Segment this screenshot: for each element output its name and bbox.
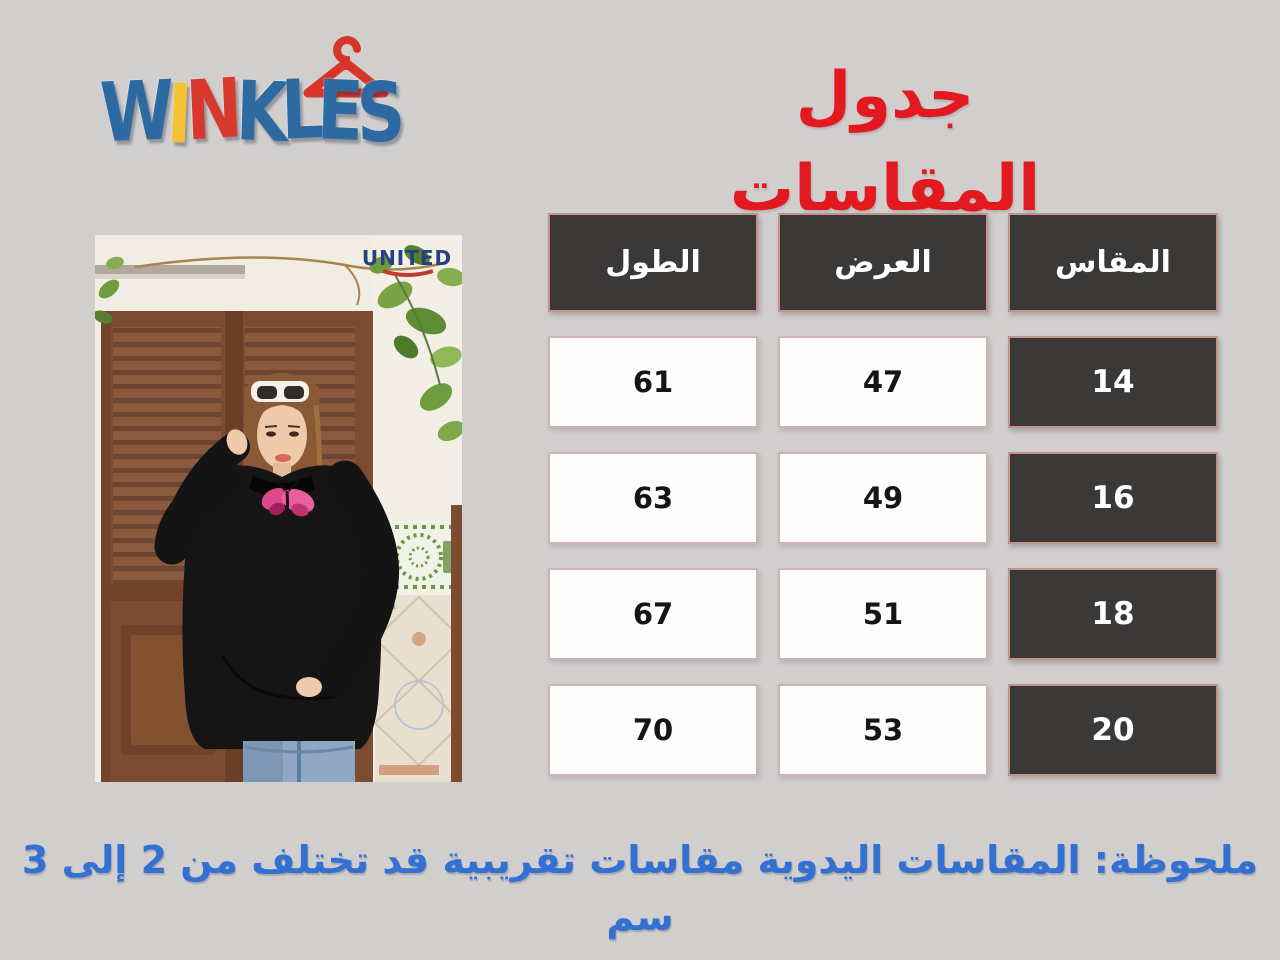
width-cell: 51 [778, 568, 988, 660]
butterfly-print [261, 480, 315, 517]
length-cell: 61 [548, 336, 758, 428]
brand-letter: K [234, 64, 283, 161]
brand-wordmark: W I N K L E S [99, 61, 401, 162]
size-cell: 18 [1008, 568, 1218, 660]
right-arm [306, 460, 400, 704]
brand-letter: N [184, 61, 238, 160]
brand-letter: E [316, 63, 359, 160]
width-cell: 49 [778, 452, 988, 544]
brand-letter: L [279, 62, 319, 159]
pocket-hand [296, 677, 322, 697]
model-photo-illustration: UNITED [95, 235, 462, 782]
product-photo: UNITED [95, 235, 462, 782]
column-header-width: العرض [778, 213, 988, 312]
size-table: الطول العرض المقاس 61 47 14 63 49 16 67 … [548, 213, 1218, 776]
size-cell: 14 [1008, 336, 1218, 428]
brand-letter: W [98, 63, 169, 162]
brand-logo: W I N K L E S [99, 36, 440, 180]
length-cell: 63 [548, 452, 758, 544]
brand-letter: S [355, 65, 401, 162]
length-cell: 67 [548, 568, 758, 660]
column-header-size: المقاس [1008, 213, 1218, 312]
raised-hand [226, 429, 248, 455]
width-cell: 53 [778, 684, 988, 776]
leaves-top-right [369, 245, 462, 442]
model [154, 373, 400, 782]
sunglasses [251, 381, 309, 402]
size-cell: 20 [1008, 684, 1218, 776]
photo-watermark: UNITED [362, 246, 452, 270]
twig [134, 256, 446, 271]
face [257, 401, 307, 469]
patterned-tiles [373, 595, 462, 782]
width-cell: 47 [778, 336, 988, 428]
leaves-top-left [95, 256, 124, 324]
column-header-length: الطول [548, 213, 758, 312]
length-cell: 70 [548, 684, 758, 776]
photo-watermark-group: UNITED [362, 246, 452, 277]
hanger-icon [296, 36, 396, 106]
jeans [243, 741, 355, 782]
note-text: ملحوظة: المقاسات اليدوية مقاسات تقريبية … [21, 838, 1259, 939]
page-title: جدول المقاسات [729, 59, 1041, 226]
size-cell: 16 [1008, 452, 1218, 544]
